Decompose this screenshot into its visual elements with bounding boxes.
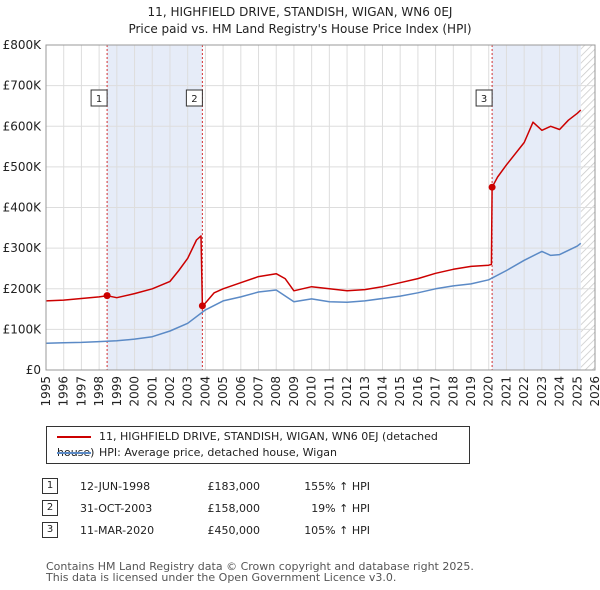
- legend-item-property: 11, HIGHFIELD DRIVE, STANDISH, WIGAN, WN…: [57, 429, 469, 459]
- x-tick-label: 2008: [269, 376, 283, 407]
- chart-title: 11, HIGHFIELD DRIVE, STANDISH, WIGAN, WN…: [0, 4, 600, 38]
- sale-row: 1 12-JUN-1998 £183,000 155% ↑ HPI: [42, 475, 380, 497]
- legend-swatch-property: [57, 436, 91, 438]
- sale-hpi-change: 19% ↑ HPI: [311, 501, 370, 515]
- y-tick-label: £400K: [3, 201, 43, 215]
- sale-marker-box: [475, 89, 493, 107]
- legend-label-hpi: HPI: Average price, detached house, Wiga…: [99, 446, 338, 459]
- sale-marker-label: 1: [90, 89, 108, 107]
- sale-number-badge: 2: [42, 500, 58, 516]
- x-tick-label: 2014: [375, 376, 389, 407]
- x-tick-label: 1997: [74, 376, 88, 407]
- x-tick-label: 2004: [198, 376, 212, 407]
- legend-item-hpi: HPI: Average price, detached house, Wiga…: [57, 445, 337, 461]
- plot-frame: [45, 44, 596, 371]
- x-tick-label: 2016: [411, 376, 425, 407]
- sale-price: £450,000: [207, 523, 261, 537]
- x-tick-label: 1998: [92, 376, 106, 407]
- x-tick-label: 2001: [145, 376, 159, 407]
- sale-date: 11-MAR-2020: [80, 523, 155, 537]
- x-tick-label: 2025: [570, 376, 584, 407]
- x-tick-label: 2011: [322, 376, 336, 407]
- x-tick-label: 2000: [128, 376, 142, 407]
- x-tick-label: 2012: [340, 376, 354, 407]
- sale-row: 2 31-OCT-2003 £158,000 19% ↑ HPI: [42, 497, 380, 519]
- y-tick-label: £0: [26, 363, 41, 377]
- sale-point: [103, 292, 111, 300]
- property-price-line: [46, 109, 582, 307]
- x-tick-label: 1996: [57, 376, 71, 407]
- sale-marker-box: [185, 89, 203, 107]
- x-tick-label: 2010: [305, 376, 319, 407]
- x-tick-label: 2015: [393, 376, 407, 407]
- x-tick-label: 2026: [588, 376, 600, 407]
- x-tick-label: 2017: [429, 376, 443, 407]
- sale-marker-box: [90, 89, 108, 107]
- sale-marker-label: 2: [185, 89, 203, 107]
- sale-point: [198, 302, 206, 310]
- x-tick-label: 2020: [482, 376, 496, 407]
- y-tick-label: £800K: [3, 38, 43, 52]
- y-tick-label: £500K: [3, 160, 43, 174]
- sale-date: 12-JUN-1998: [80, 479, 151, 493]
- title-line-1: 11, HIGHFIELD DRIVE, STANDISH, WIGAN, WN…: [147, 5, 453, 19]
- hpi-line: [46, 242, 582, 344]
- footer-copyright: Contains HM Land Registry data © Crown c…: [46, 560, 474, 573]
- x-tick-label: 2021: [499, 376, 513, 407]
- sale-number-badge: 1: [42, 478, 58, 494]
- sale-row: 3 11-MAR-2020 £450,000 105% ↑ HPI: [42, 519, 380, 541]
- sale-date: 31-OCT-2003: [80, 501, 153, 515]
- sale-number-badge: 3: [42, 522, 58, 538]
- x-tick-label: 1995: [39, 376, 53, 407]
- title-line-2: Price paid vs. HM Land Registry's House …: [128, 22, 472, 36]
- x-tick-label: 2009: [287, 376, 301, 407]
- sales-table: 1 12-JUN-1998 £183,000 155% ↑ HPI 2 31-O…: [42, 475, 380, 541]
- x-tick-label: 2018: [446, 376, 460, 407]
- x-tick-label: 2005: [216, 376, 230, 407]
- x-tick-label: 2007: [252, 376, 266, 407]
- y-tick-label: £300K: [3, 241, 43, 255]
- footer-licence: This data is licensed under the Open Gov…: [46, 571, 397, 584]
- sale-price: £183,000: [207, 479, 261, 493]
- x-tick-label: 2003: [181, 376, 195, 407]
- sale-hpi-change: 105% ↑ HPI: [304, 523, 370, 537]
- sale-hpi-change: 155% ↑ HPI: [304, 479, 370, 493]
- footer: Contains HM Land Registry data © Crown c…: [46, 561, 474, 583]
- sale-marker-number: 2: [191, 94, 197, 105]
- sale-marker-number: 3: [481, 94, 487, 105]
- x-tick-label: 2006: [234, 376, 248, 407]
- y-tick-label: £600K: [3, 119, 43, 133]
- y-tick-label: £700K: [3, 79, 43, 93]
- x-tick-label: 1999: [110, 376, 124, 407]
- sale-price: £158,000: [207, 501, 261, 515]
- sale-point: [488, 183, 496, 191]
- x-tick-label: 2022: [517, 376, 531, 407]
- y-tick-label: £200K: [3, 282, 43, 296]
- y-tick-label: £100K: [3, 322, 43, 336]
- x-tick-label: 2002: [163, 376, 177, 407]
- x-tick-label: 2023: [535, 376, 549, 407]
- legend: 11, HIGHFIELD DRIVE, STANDISH, WIGAN, WN…: [46, 426, 470, 464]
- sale-marker-label: 3: [475, 89, 493, 107]
- x-tick-label: 2019: [464, 376, 478, 407]
- legend-swatch-hpi: [57, 452, 91, 454]
- sale-marker-number: 1: [96, 94, 102, 105]
- x-tick-label: 2024: [553, 376, 567, 407]
- x-tick-label: 2013: [358, 376, 372, 407]
